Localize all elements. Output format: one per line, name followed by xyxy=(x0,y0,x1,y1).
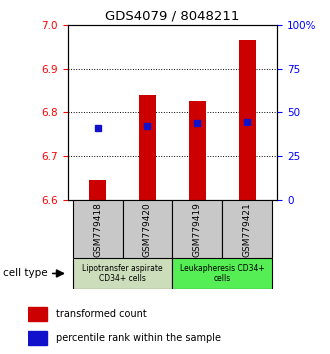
Text: GSM779418: GSM779418 xyxy=(93,202,102,257)
Bar xyxy=(139,95,156,200)
Bar xyxy=(122,200,172,258)
Text: GSM779420: GSM779420 xyxy=(143,202,152,257)
Text: Lipotransfer aspirate
CD34+ cells: Lipotransfer aspirate CD34+ cells xyxy=(82,264,163,283)
Text: transformed count: transformed count xyxy=(56,309,147,319)
Bar xyxy=(28,307,48,321)
Bar xyxy=(73,200,122,258)
Text: cell type: cell type xyxy=(3,268,48,278)
Bar xyxy=(89,180,106,200)
Bar xyxy=(173,258,272,289)
Bar xyxy=(189,102,206,200)
Text: GSM779421: GSM779421 xyxy=(243,202,252,257)
Text: percentile rank within the sample: percentile rank within the sample xyxy=(56,333,221,343)
Bar xyxy=(73,258,173,289)
Bar xyxy=(28,331,48,345)
Text: Leukapheresis CD34+
cells: Leukapheresis CD34+ cells xyxy=(180,264,265,283)
Bar xyxy=(222,200,272,258)
Title: GDS4079 / 8048211: GDS4079 / 8048211 xyxy=(105,9,240,22)
Bar xyxy=(239,40,256,200)
Text: GSM779419: GSM779419 xyxy=(193,202,202,257)
Bar xyxy=(173,200,222,258)
